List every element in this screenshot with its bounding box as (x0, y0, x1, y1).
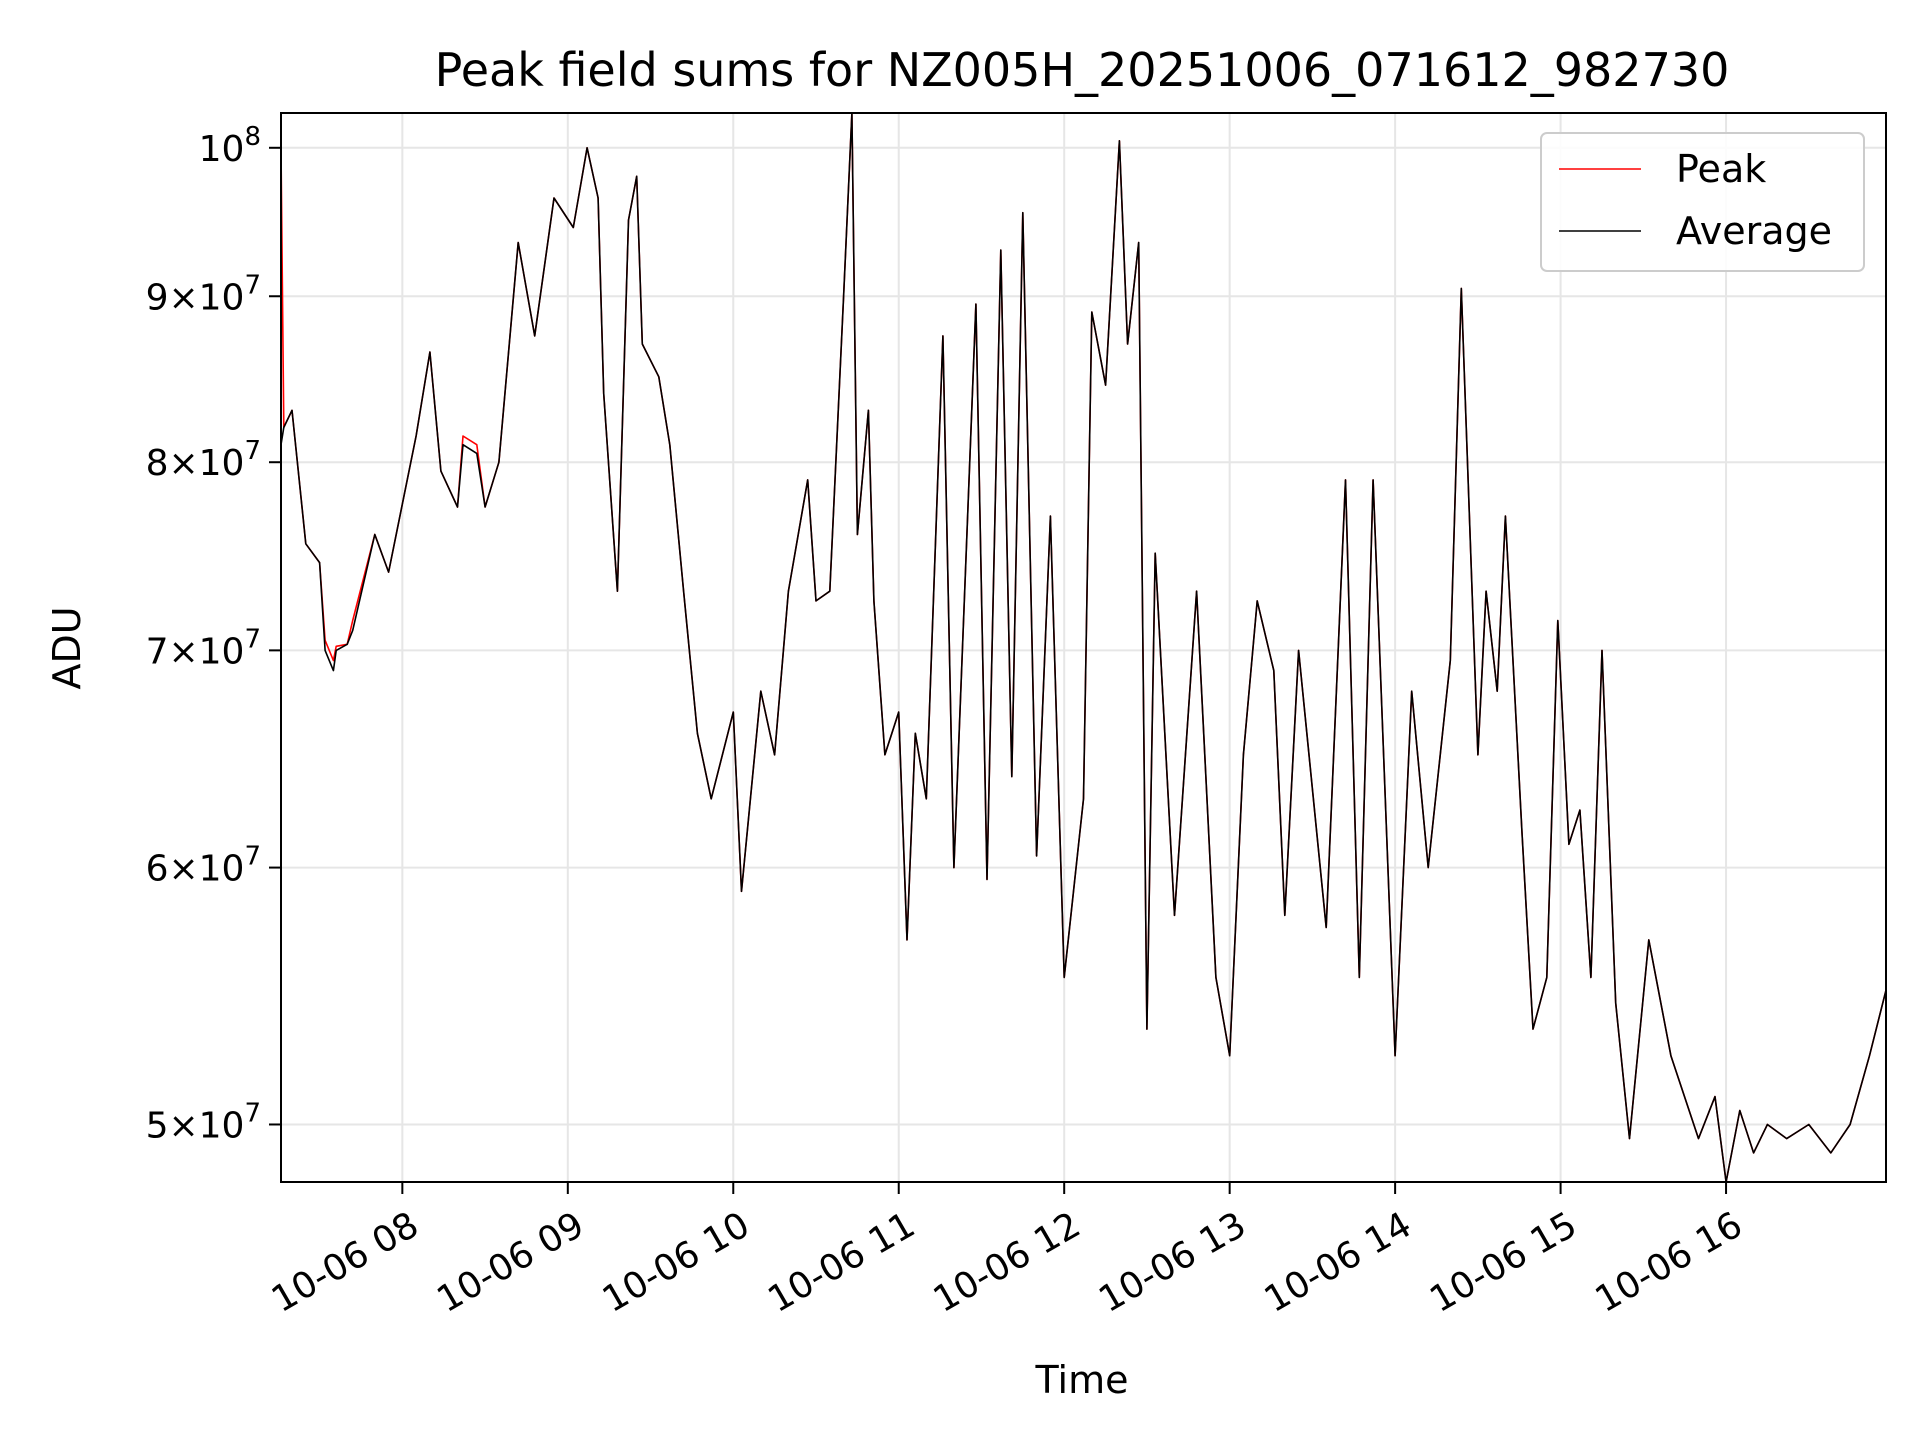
y-tick-label: 7×107 (146, 624, 261, 672)
y-tick-label: 5×107 (146, 1098, 261, 1146)
y-tick-label: 6×107 (146, 842, 261, 890)
y-tick-label: 108 (199, 122, 261, 170)
legend: Peak Average (1540, 132, 1865, 272)
x-tick-label: 10-06 10 (596, 1204, 757, 1320)
x-tick-label: 10-06 12 (927, 1204, 1088, 1320)
grid (281, 113, 1886, 1182)
series-line-peak (280, 112, 1887, 1183)
x-tick-label: 10-06 13 (1092, 1204, 1253, 1320)
y-axis: 5×107 6×107 7×107 8×107 9×107 108 (146, 122, 281, 1146)
x-tick-label: 10-06 08 (265, 1204, 426, 1320)
series-layer (280, 112, 1887, 1183)
x-tick-label: 10-06 14 (1258, 1204, 1419, 1320)
series-line-average (280, 112, 1887, 1183)
plot-frame (280, 112, 1887, 1183)
x-axis: 10-06 08 10-06 09 10-06 10 10-06 11 10-06 12… (265, 1182, 1749, 1321)
y-tick-label: 9×107 (146, 270, 261, 318)
legend-label-average: Average (1676, 209, 1832, 253)
x-tick-label: 10-06 11 (761, 1204, 922, 1320)
x-tick-label: 10-06 15 (1423, 1204, 1584, 1320)
x-tick-label: 10-06 16 (1589, 1204, 1750, 1320)
x-tick-label: 10-06 09 (430, 1204, 591, 1320)
chart-title: Peak field sums for NZ005H_20251006_0716… (435, 43, 1730, 97)
y-axis-label: ADU (45, 606, 89, 689)
y-tick-label: 8×107 (146, 436, 261, 484)
legend-box (1540, 132, 1865, 272)
x-axis-label: Time (1035, 1358, 1129, 1402)
legend-label-peak: Peak (1676, 147, 1766, 191)
